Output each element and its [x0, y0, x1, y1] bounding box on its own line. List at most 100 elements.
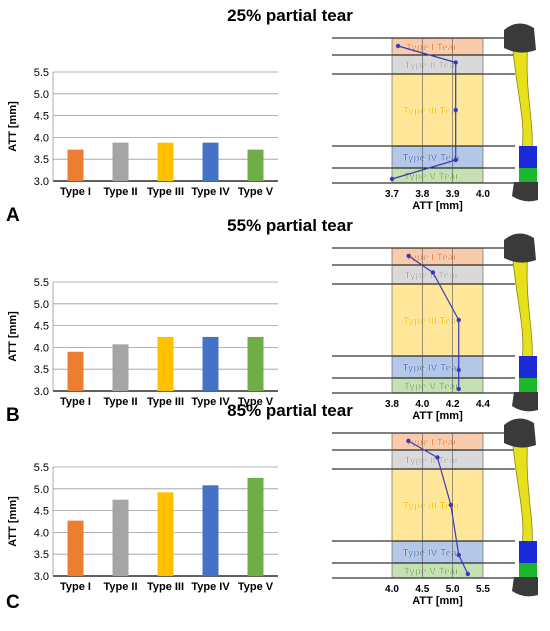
y-tick-label: 5.5 [34, 67, 49, 79]
ligament-illustration [504, 23, 538, 202]
bar-chart: 3.0 3.5 4.0 4.5 5.0 5.5 ATT [mm] Type I Type II T… [7, 277, 278, 408]
panel-letter: A [6, 205, 20, 226]
x-tick-label: Type IV [191, 581, 230, 593]
panel-title: 85% partial tear [227, 401, 353, 420]
ligament-green-segment [519, 563, 537, 577]
tear-zone-label: Type III Tear [403, 106, 460, 117]
tear-zone-label: Type II Tear [404, 271, 458, 282]
bar-4 [202, 336, 219, 391]
tear-zone [392, 469, 483, 541]
x-tick-label: 4.0 [415, 399, 429, 410]
x-tick-label: Type II [103, 396, 137, 408]
panel-a: 25% partial tear A 3.0 3.5 4.0 4.5 5.0 5.5 ATT [… [6, 6, 538, 226]
tear-zone-label: Type I Tear [406, 253, 457, 264]
profile-point [456, 317, 461, 323]
x-tick-label: Type III [147, 396, 184, 408]
x-tick-label: Type I [60, 396, 91, 408]
bar-1 [67, 520, 84, 576]
ligament-green-segment [519, 168, 537, 182]
x-tick-label: Type V [238, 186, 274, 198]
tear-zone-label: Type IV Tear [403, 153, 461, 164]
tear-zone-label: Type V Tear [404, 382, 459, 393]
bar-5 [247, 336, 264, 391]
profile-point [430, 270, 436, 275]
y-tick-label: 3.0 [34, 571, 49, 583]
ligament-top-insertion [504, 233, 536, 263]
bar-3 [157, 492, 174, 576]
x-tick-label: 4.4 [476, 399, 490, 410]
profile-point [448, 502, 454, 508]
bar-4 [202, 485, 219, 576]
tear-profile: Type I Tear Type II Tear Type III Tear Type… [332, 37, 515, 212]
x-tick-label: 3.8 [415, 189, 429, 200]
ligament-illustration [504, 418, 538, 597]
y-tick-label: 5.5 [34, 462, 49, 474]
tear-zone [392, 284, 483, 356]
x-tick-label: Type I [60, 186, 91, 198]
y-tick-label: 4.5 [34, 111, 49, 123]
x-tick-label: Type V [238, 396, 274, 408]
panel-b: 55% partial tear B 3.0 3.5 4.0 4.5 5.0 5.5 ATT [… [6, 216, 538, 426]
ligament-blue-segment [519, 541, 537, 563]
x-tick-label: Type II [103, 186, 137, 198]
bar-chart: 3.0 3.5 4.0 4.5 5.0 5.5 ATT [mm] Type I Type II T… [7, 67, 278, 198]
y-tick-label: 5.0 [34, 299, 49, 311]
ligament-blue-segment [519, 356, 537, 378]
tear-zone [392, 265, 483, 284]
tear-profile: Type I Tear Type II Tear Type III Tear Type… [332, 247, 515, 422]
x-axis-label: ATT [mm] [412, 410, 463, 422]
panel-title: 25% partial tear [227, 6, 353, 25]
y-tick-label: 5.5 [34, 277, 49, 289]
tear-zone-label: Type II Tear [404, 61, 458, 72]
bar-1 [67, 149, 84, 181]
x-tick-label: Type III [147, 581, 184, 593]
profile-point [456, 552, 461, 558]
profile-point [389, 176, 395, 182]
x-tick-label: 4.0 [385, 584, 399, 595]
x-tick-label: Type II [103, 581, 137, 593]
bar-3 [157, 142, 174, 181]
tear-zone [392, 356, 483, 378]
x-tick-label: Type IV [191, 396, 230, 408]
y-axis-label: ATT [mm] [7, 311, 19, 362]
y-tick-label: 4.5 [34, 506, 49, 518]
profile-point [456, 367, 461, 373]
y-tick-label: 3.5 [34, 154, 49, 166]
ligament-band [511, 434, 533, 546]
ligament-band [511, 249, 533, 361]
tear-zone [392, 433, 483, 450]
y-tick-label: 4.0 [34, 527, 49, 539]
profile-point [465, 571, 471, 577]
ligament-bottom-insertion [512, 182, 538, 202]
tear-zone [392, 563, 483, 578]
x-tick-label: 4.0 [476, 189, 490, 200]
bar-2 [112, 142, 129, 181]
bar-2 [112, 344, 129, 391]
ligament-top-insertion [504, 418, 536, 448]
panel-letter: B [6, 405, 20, 426]
profile-point [453, 107, 458, 113]
tear-zone [392, 146, 483, 168]
x-axis-label: ATT [mm] [412, 595, 463, 607]
tear-zone-label: Type V Tear [404, 172, 459, 183]
profile-point [395, 43, 401, 49]
y-tick-label: 4.5 [34, 321, 49, 333]
ligament-blue-segment [519, 146, 537, 168]
x-tick-label: 3.9 [446, 189, 460, 200]
ligament-green-segment [519, 378, 537, 392]
tear-zone-label: Type I Tear [406, 438, 457, 449]
ligament-illustration [504, 233, 538, 412]
tear-zone-label: Type IV Tear [403, 363, 461, 374]
tear-zone-label: Type IV Tear [403, 548, 461, 559]
y-tick-label: 3.5 [34, 364, 49, 376]
bar-1 [67, 351, 84, 391]
bar-5 [247, 477, 264, 576]
ligament-bottom-insertion [512, 577, 538, 597]
y-tick-label: 5.0 [34, 89, 49, 101]
x-tick-label: Type I [60, 581, 91, 593]
x-tick-label: Type III [147, 186, 184, 198]
tear-zone [392, 55, 483, 74]
y-tick-label: 3.0 [34, 386, 49, 398]
y-tick-label: 5.0 [34, 484, 49, 496]
